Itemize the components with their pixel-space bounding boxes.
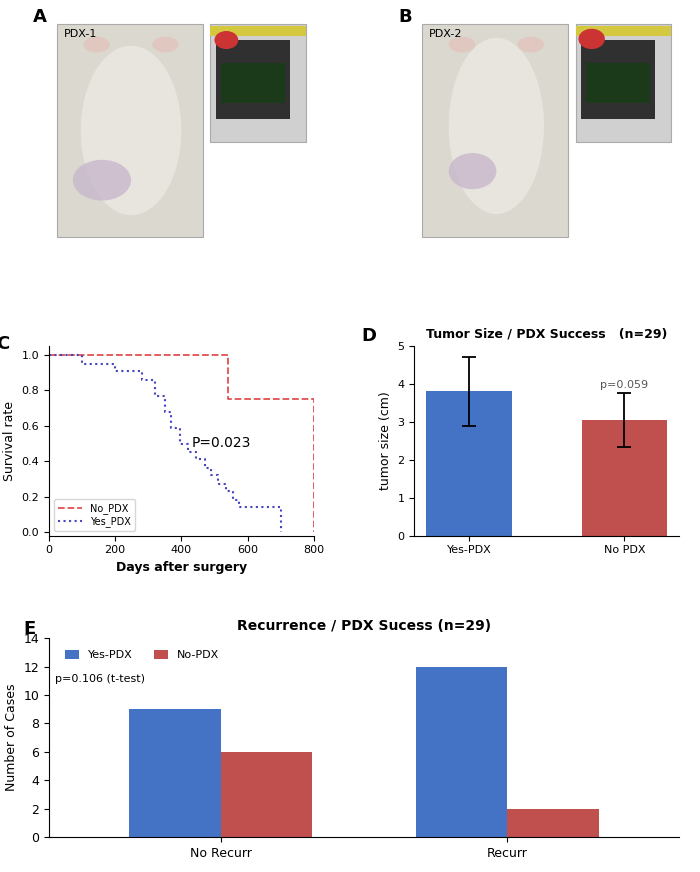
- Ellipse shape: [449, 153, 496, 189]
- FancyBboxPatch shape: [576, 26, 671, 36]
- Y-axis label: Survival rate: Survival rate: [3, 401, 16, 480]
- Text: p=0.106 (t-test): p=0.106 (t-test): [55, 674, 146, 684]
- Text: A: A: [33, 9, 47, 26]
- Ellipse shape: [83, 37, 110, 52]
- FancyBboxPatch shape: [587, 63, 650, 103]
- X-axis label: Days after surgery: Days after surgery: [116, 561, 247, 574]
- Bar: [508, 808, 598, 837]
- Text: PDX-2: PDX-2: [429, 29, 463, 38]
- FancyBboxPatch shape: [422, 24, 568, 236]
- Bar: [220, 752, 312, 837]
- Legend: No_PDX, Yes_PDX: No_PDX, Yes_PDX: [54, 500, 134, 531]
- Text: B: B: [398, 9, 412, 26]
- Ellipse shape: [517, 37, 544, 52]
- FancyBboxPatch shape: [221, 63, 285, 103]
- Ellipse shape: [214, 31, 238, 49]
- Y-axis label: tumor size (cm): tumor size (cm): [379, 392, 392, 490]
- Text: D: D: [361, 327, 377, 345]
- Title: Tumor Size / PDX Success   (n=29): Tumor Size / PDX Success (n=29): [426, 328, 667, 341]
- FancyBboxPatch shape: [57, 24, 202, 236]
- Title: Recurrence / PDX Sucess (n=29): Recurrence / PDX Sucess (n=29): [237, 619, 491, 633]
- FancyBboxPatch shape: [211, 24, 306, 142]
- Bar: [426, 392, 512, 535]
- Ellipse shape: [80, 45, 181, 215]
- FancyBboxPatch shape: [581, 40, 655, 119]
- Ellipse shape: [449, 37, 544, 214]
- Bar: [130, 709, 220, 837]
- Ellipse shape: [73, 160, 131, 201]
- Text: PDX-1: PDX-1: [64, 29, 97, 38]
- FancyBboxPatch shape: [576, 24, 671, 142]
- Text: p=0.059: p=0.059: [600, 379, 648, 390]
- Bar: [582, 420, 667, 535]
- Ellipse shape: [152, 37, 178, 52]
- Text: C: C: [0, 335, 9, 352]
- Y-axis label: Number of Cases: Number of Cases: [5, 684, 18, 792]
- Text: E: E: [24, 620, 36, 638]
- Text: P=0.023: P=0.023: [191, 436, 251, 450]
- Legend: Yes-PDX, No-PDX: Yes-PDX, No-PDX: [61, 646, 223, 664]
- Ellipse shape: [449, 37, 475, 52]
- Ellipse shape: [578, 29, 605, 49]
- FancyBboxPatch shape: [216, 40, 290, 119]
- FancyBboxPatch shape: [211, 26, 306, 36]
- Bar: [416, 666, 507, 837]
